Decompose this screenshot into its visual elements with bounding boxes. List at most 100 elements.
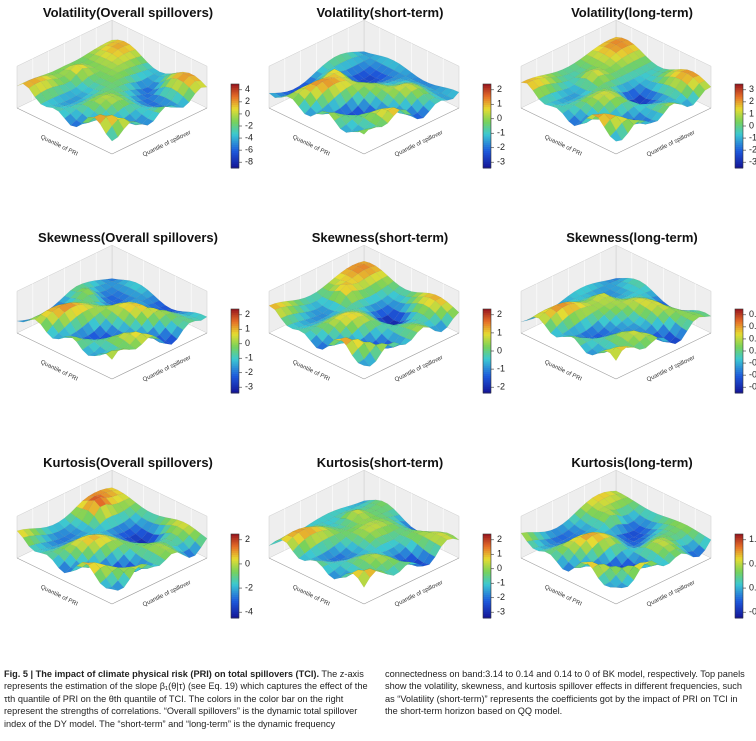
colorbar-segment <box>483 313 491 316</box>
colorbar-segment <box>483 544 491 548</box>
colorbar-segment <box>735 319 743 323</box>
colorbar-segment <box>735 538 743 541</box>
colorbar-segment <box>231 353 239 356</box>
axis-label: Quantile of PRI <box>39 135 79 158</box>
colorbar-segment <box>735 540 743 543</box>
colorbar-segment <box>735 121 743 125</box>
colorbar-segment <box>735 325 743 329</box>
colorbar-segment <box>231 607 239 611</box>
colorbar-segment <box>231 376 239 379</box>
axis-edge <box>111 557 208 605</box>
colorbar-segment <box>231 340 239 344</box>
colorbar-segment <box>735 313 743 316</box>
colorbar-segment <box>483 542 491 545</box>
colorbar-segment <box>231 309 239 312</box>
colorbar-segment <box>735 563 743 566</box>
colorbar-segment <box>483 569 491 573</box>
axis-edge <box>363 557 460 605</box>
axis-label: Quantile of spillover <box>142 580 192 608</box>
colorbar-segment <box>483 126 491 129</box>
colorbar-segment <box>483 117 491 121</box>
panel: Kurtosis(long-term) Quantile of PRI Quanti… <box>520 455 756 619</box>
colorbar-segment <box>483 165 491 169</box>
colorbar-segment <box>735 613 743 617</box>
figure: Volatility(Overall spillovers) Quantile o… <box>16 5 756 619</box>
colorbar-segment <box>735 351 743 354</box>
colorbar-segment <box>231 363 239 367</box>
colorbar-segment <box>231 582 239 585</box>
colorbar-tick-label: -6 <box>245 145 253 155</box>
panel-title: Volatility(long-term) <box>571 5 693 20</box>
colorbar-segment <box>231 597 239 600</box>
colorbar-segment <box>231 561 239 564</box>
panel: Kurtosis(short-term) Quantile of PRI Quant… <box>268 455 505 619</box>
colorbar-segment <box>483 582 491 585</box>
colorbar-segment <box>231 565 239 569</box>
colorbar-segment <box>483 599 491 602</box>
colorbar-segment <box>231 94 239 98</box>
colorbar-segment <box>231 132 239 135</box>
colorbar-segment <box>483 576 491 579</box>
colorbar-segment <box>231 165 239 169</box>
colorbar-segment <box>483 332 491 335</box>
colorbar-segment <box>231 588 239 592</box>
colorbar-segment <box>231 386 239 390</box>
colorbar-segment <box>735 155 743 158</box>
colorbar-segment <box>735 384 743 388</box>
colorbar-segment <box>483 144 491 148</box>
colorbar-segment <box>735 388 743 392</box>
caption-text: The z-axis represents the estimation of … <box>4 669 745 729</box>
colorbar-segment <box>483 559 491 562</box>
colorbar-segment <box>231 571 239 575</box>
colorbar-tick-label: 4 <box>245 84 250 94</box>
axis-edge <box>268 557 365 605</box>
colorbar-segment <box>483 92 491 95</box>
colorbar-segment <box>735 592 743 596</box>
colorbar-segment <box>231 155 239 158</box>
axis-label: Quantile of PRI <box>291 585 331 608</box>
colorbar-segment <box>231 592 239 596</box>
colorbar-segment <box>231 601 239 604</box>
colorbar-segment <box>483 138 491 142</box>
colorbar-segment <box>483 540 491 543</box>
colorbar-segment <box>231 580 239 583</box>
colorbar-segment <box>735 365 743 369</box>
colorbar-segment <box>483 315 491 318</box>
colorbar-segment <box>231 615 239 619</box>
colorbar-tick-label: 2 <box>245 309 250 319</box>
colorbar-tick-label: 2 <box>245 96 250 106</box>
axis-label: Quantile of PRI <box>543 585 583 608</box>
axis-label: Quantile of spillover <box>142 355 192 383</box>
colorbar-tick-label: -1 <box>497 578 505 588</box>
colorbar-segment <box>483 353 491 356</box>
colorbar-segment <box>483 319 491 323</box>
colorbar-segment <box>231 319 239 323</box>
colorbar-segment <box>483 84 491 87</box>
colorbar-segment <box>231 359 239 362</box>
colorbar-segment <box>231 327 239 331</box>
colorbar-frame <box>230 308 240 394</box>
colorbar-segment <box>483 348 491 352</box>
colorbar-tick-label: 2 <box>749 96 754 106</box>
colorbar-segment <box>483 578 491 581</box>
colorbar-segment <box>483 323 491 327</box>
colorbar-segment <box>231 563 239 566</box>
colorbar-segment <box>483 334 491 337</box>
colorbar-segment <box>483 386 491 390</box>
colorbar-segment <box>483 586 491 590</box>
colorbar-segment <box>735 353 743 356</box>
colorbar-tick-label: 0.4 <box>749 321 756 331</box>
colorbar-segment <box>231 96 239 100</box>
colorbar-segment <box>483 132 491 135</box>
surface-cell <box>609 129 623 142</box>
colorbar-segment <box>231 128 239 131</box>
colorbar-tick-label: -3 <box>245 382 253 392</box>
colorbar-segment <box>735 355 743 358</box>
colorbar-segment <box>483 538 491 541</box>
colorbar-segment <box>735 386 743 390</box>
colorbar-segment <box>735 119 743 123</box>
colorbar-segment <box>735 380 743 383</box>
colorbar-segment <box>231 134 239 137</box>
colorbar-segment <box>231 567 239 571</box>
colorbar-segment <box>735 115 743 119</box>
